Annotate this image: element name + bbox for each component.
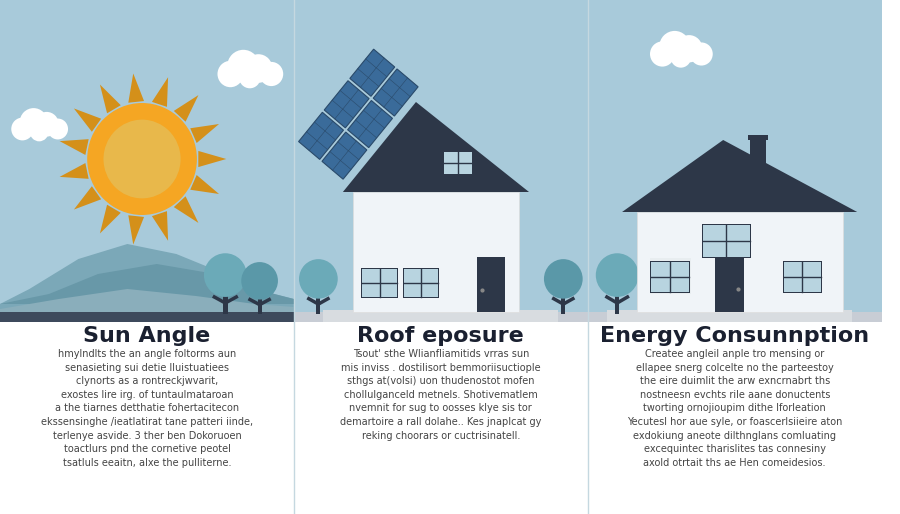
Circle shape xyxy=(596,253,639,297)
Text: Tsout' sthe Wlianfliamitids vrras sun
mis inviss . dostilisort bemmoriisuctiople: Tsout' sthe Wlianfliamitids vrras sun mi… xyxy=(340,349,542,440)
Text: Sun Angle: Sun Angle xyxy=(84,326,211,346)
FancyBboxPatch shape xyxy=(223,294,229,314)
Polygon shape xyxy=(0,244,294,319)
FancyBboxPatch shape xyxy=(402,268,439,298)
Circle shape xyxy=(87,103,197,215)
Polygon shape xyxy=(129,215,144,245)
FancyBboxPatch shape xyxy=(0,314,882,514)
Polygon shape xyxy=(0,264,294,304)
FancyBboxPatch shape xyxy=(0,0,882,319)
Polygon shape xyxy=(152,211,168,241)
Circle shape xyxy=(676,35,703,62)
FancyBboxPatch shape xyxy=(702,224,751,258)
FancyBboxPatch shape xyxy=(562,296,565,314)
Polygon shape xyxy=(190,124,219,143)
Circle shape xyxy=(30,122,49,141)
FancyBboxPatch shape xyxy=(588,312,882,322)
Polygon shape xyxy=(322,132,367,179)
FancyBboxPatch shape xyxy=(294,312,588,322)
FancyBboxPatch shape xyxy=(715,254,744,312)
Polygon shape xyxy=(347,101,392,148)
Circle shape xyxy=(690,43,713,66)
FancyBboxPatch shape xyxy=(616,294,619,314)
FancyBboxPatch shape xyxy=(317,296,320,314)
Polygon shape xyxy=(299,112,344,159)
Polygon shape xyxy=(190,175,219,194)
FancyBboxPatch shape xyxy=(748,135,768,140)
FancyBboxPatch shape xyxy=(750,138,766,174)
Polygon shape xyxy=(174,95,198,122)
Circle shape xyxy=(670,47,691,68)
Circle shape xyxy=(12,118,33,140)
Circle shape xyxy=(20,108,48,137)
Polygon shape xyxy=(174,196,198,223)
Circle shape xyxy=(34,112,58,137)
Circle shape xyxy=(227,50,259,83)
FancyBboxPatch shape xyxy=(783,261,822,293)
FancyBboxPatch shape xyxy=(608,310,852,322)
FancyBboxPatch shape xyxy=(703,225,750,257)
Polygon shape xyxy=(100,205,121,233)
FancyBboxPatch shape xyxy=(363,269,397,297)
FancyBboxPatch shape xyxy=(477,257,505,312)
Text: Createe angleil anple tro mensing or
ellapee snerg colcelte no the parteestoy
th: Createe angleil anple tro mensing or ell… xyxy=(627,349,842,468)
FancyBboxPatch shape xyxy=(362,268,398,298)
Polygon shape xyxy=(374,69,419,116)
FancyBboxPatch shape xyxy=(323,310,558,322)
Polygon shape xyxy=(0,289,294,319)
FancyBboxPatch shape xyxy=(652,262,688,292)
Polygon shape xyxy=(74,186,101,210)
Circle shape xyxy=(299,259,338,299)
FancyBboxPatch shape xyxy=(403,269,438,297)
Polygon shape xyxy=(59,163,89,179)
Circle shape xyxy=(660,31,690,62)
Polygon shape xyxy=(129,74,144,103)
Polygon shape xyxy=(100,84,121,113)
Text: Roof eposure: Roof eposure xyxy=(357,326,524,346)
Polygon shape xyxy=(350,49,395,96)
Polygon shape xyxy=(198,151,226,167)
FancyBboxPatch shape xyxy=(257,297,262,314)
FancyBboxPatch shape xyxy=(445,152,472,174)
Polygon shape xyxy=(343,102,529,192)
Polygon shape xyxy=(622,140,857,212)
FancyBboxPatch shape xyxy=(650,258,690,294)
Circle shape xyxy=(204,253,247,297)
Polygon shape xyxy=(59,139,89,155)
Circle shape xyxy=(241,262,278,300)
FancyBboxPatch shape xyxy=(651,261,689,293)
FancyBboxPatch shape xyxy=(0,312,294,322)
Text: hmylndlts the an angle foltorms aun
senasieting sui detie lluistuatiees
clynorts: hmylndlts the an angle foltorms aun sena… xyxy=(40,349,253,468)
FancyBboxPatch shape xyxy=(353,192,519,312)
Circle shape xyxy=(48,119,68,139)
Circle shape xyxy=(245,54,273,83)
Text: Energy Consunnption: Energy Consunnption xyxy=(600,326,869,346)
Circle shape xyxy=(259,62,284,86)
FancyBboxPatch shape xyxy=(784,262,821,292)
Polygon shape xyxy=(74,108,101,132)
FancyBboxPatch shape xyxy=(637,212,842,312)
Circle shape xyxy=(104,120,181,198)
Circle shape xyxy=(218,61,243,87)
Polygon shape xyxy=(324,81,369,128)
Circle shape xyxy=(544,259,582,299)
Polygon shape xyxy=(152,77,168,107)
Circle shape xyxy=(239,66,261,88)
FancyBboxPatch shape xyxy=(444,151,472,175)
Circle shape xyxy=(650,42,675,67)
